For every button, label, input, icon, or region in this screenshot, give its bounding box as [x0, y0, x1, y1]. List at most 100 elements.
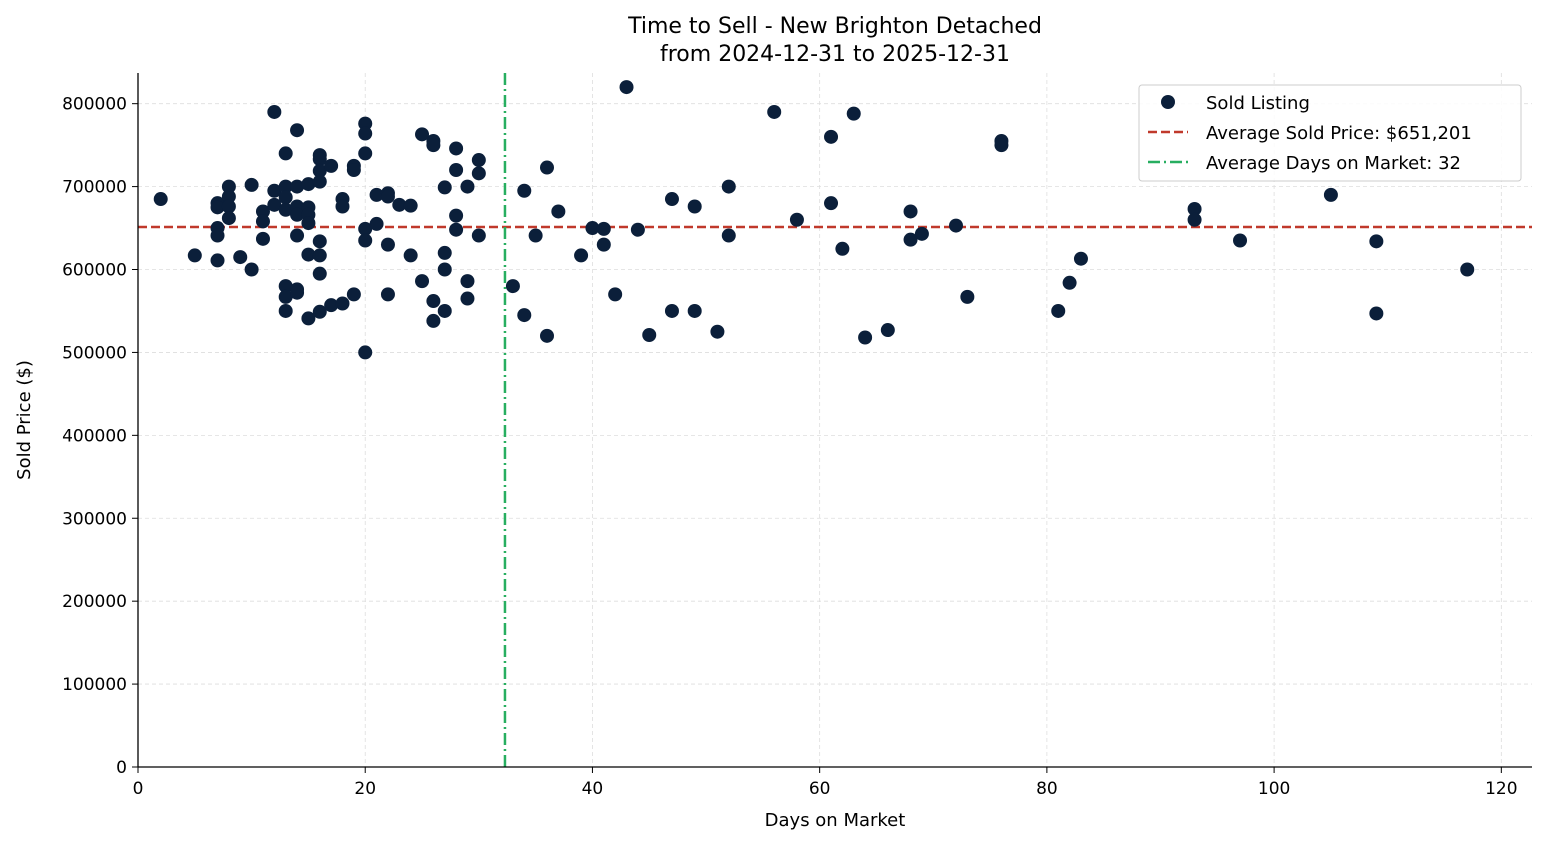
data-point [358, 233, 373, 248]
data-point [290, 228, 305, 243]
data-point [312, 304, 327, 319]
y-tick-label: 700000 [62, 178, 127, 198]
legend-marker-points [1161, 95, 1175, 109]
data-point [358, 126, 373, 141]
data-point [664, 192, 679, 207]
y-tick-label: 0 [116, 758, 127, 778]
data-point [210, 200, 225, 215]
data-point [449, 163, 464, 178]
data-point [903, 204, 918, 219]
data-point [1369, 234, 1384, 249]
data-point [278, 303, 293, 318]
data-point [505, 279, 520, 294]
data-point [767, 104, 782, 119]
y-tick-label: 100000 [62, 675, 127, 695]
data-point [335, 199, 350, 214]
data-point [471, 153, 486, 168]
data-point [312, 152, 327, 167]
data-point [380, 287, 395, 302]
data-point [642, 328, 657, 343]
data-points [153, 80, 1475, 360]
x-tick-label: 80 [1036, 779, 1058, 799]
data-point [528, 228, 543, 243]
data-point [403, 248, 418, 263]
data-point [290, 207, 305, 222]
data-point [221, 199, 236, 214]
data-point [948, 218, 963, 233]
y-tick-label: 300000 [62, 509, 127, 529]
data-point [301, 177, 316, 192]
data-point [710, 324, 725, 339]
data-point [290, 123, 305, 138]
data-point [278, 202, 293, 217]
data-point [437, 245, 452, 260]
data-point [312, 163, 327, 178]
x-tick-label: 120 [1485, 779, 1517, 799]
data-point [255, 204, 270, 219]
data-point [312, 248, 327, 263]
data-point [221, 189, 236, 204]
y-tick-label: 500000 [62, 343, 127, 363]
data-point [835, 241, 850, 256]
data-point [471, 166, 486, 181]
x-tick-label: 40 [582, 779, 604, 799]
data-point [221, 211, 236, 226]
y-tick-label: 400000 [62, 426, 127, 446]
data-point [824, 196, 839, 211]
x-tick-label: 0 [133, 779, 144, 799]
y-tick-label: 200000 [62, 592, 127, 612]
data-point [574, 248, 589, 263]
data-point [346, 163, 361, 178]
reference-lines [138, 73, 1532, 767]
data-point [858, 330, 873, 345]
data-point [687, 199, 702, 214]
data-point [312, 266, 327, 281]
chart-title: Time to Sell - New Brighton Detached [627, 14, 1042, 39]
chart-subtitle: from 2024-12-31 to 2025-12-31 [660, 42, 1010, 67]
data-point [358, 345, 373, 360]
data-point [187, 248, 202, 263]
y-tick-label: 800000 [62, 95, 127, 115]
data-point [460, 179, 475, 194]
data-point [846, 106, 861, 121]
data-point [608, 287, 623, 302]
data-point [551, 204, 566, 219]
x-tick-label: 60 [809, 779, 831, 799]
x-axis-label: Days on Market [765, 810, 906, 831]
data-point [426, 313, 441, 328]
data-point [233, 250, 248, 265]
data-point [437, 180, 452, 195]
data-point [437, 303, 452, 318]
legend-label-avg-price: Average Sold Price: $651,201 [1206, 123, 1472, 144]
data-point [210, 228, 225, 243]
data-point [1460, 262, 1475, 277]
data-point [1073, 251, 1088, 266]
data-point [324, 158, 339, 173]
data-point [517, 308, 532, 323]
data-point [789, 212, 804, 227]
data-point [324, 298, 339, 313]
data-point [346, 287, 361, 302]
data-point [824, 129, 839, 144]
data-point [358, 221, 373, 236]
data-point [278, 289, 293, 304]
data-point [539, 328, 554, 343]
data-point [392, 197, 407, 212]
data-point [358, 116, 373, 131]
data-point [255, 214, 270, 229]
data-point [358, 146, 373, 161]
data-point [301, 247, 316, 262]
legend-label-avg-days: Average Days on Market: 32 [1206, 153, 1461, 174]
data-point [312, 174, 327, 189]
data-point [1187, 212, 1202, 227]
legend-box [1138, 84, 1522, 182]
legend: Sold Listing Average Sold Price: $651,20… [1138, 84, 1522, 182]
data-point [630, 222, 645, 237]
data-point [153, 192, 168, 207]
data-point [721, 228, 736, 243]
data-point [426, 294, 441, 309]
data-point [460, 291, 475, 306]
data-point [380, 237, 395, 252]
data-point [380, 189, 395, 204]
